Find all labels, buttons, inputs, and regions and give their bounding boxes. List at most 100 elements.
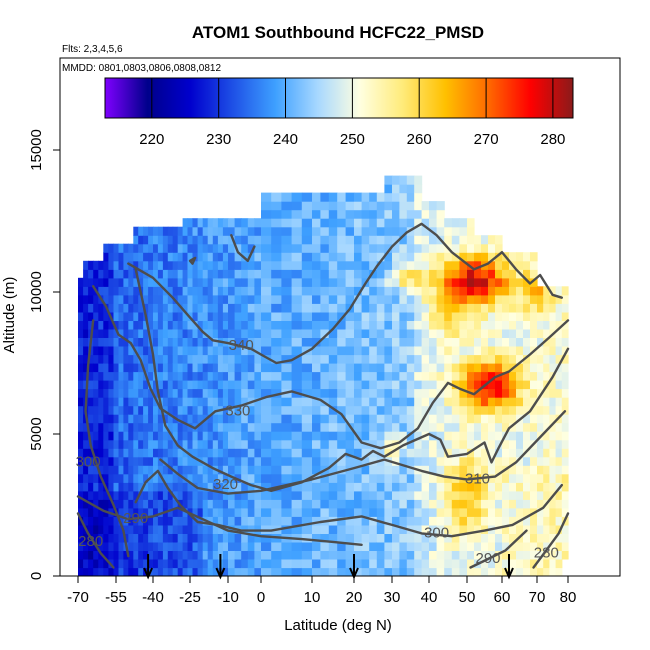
heatmap-cell	[93, 294, 99, 304]
heatmap-cell	[406, 439, 415, 449]
heatmap-cell	[108, 380, 115, 390]
heatmap-cell	[177, 559, 184, 569]
heatmap-cell	[392, 175, 400, 185]
heatmap-cell	[133, 286, 139, 296]
heatmap-cell	[399, 422, 408, 432]
heatmap-cell	[162, 524, 169, 534]
heatmap-cell	[376, 473, 385, 483]
heatmap-cell	[376, 226, 385, 236]
heatmap-cell	[281, 320, 293, 330]
heatmap-cell	[108, 320, 115, 330]
heatmap-cell	[192, 448, 199, 458]
heatmap-cell	[138, 414, 144, 424]
heatmap-cell	[406, 286, 415, 296]
heatmap-cell	[414, 550, 423, 560]
heatmap-cell	[392, 414, 400, 424]
heatmap-cell	[187, 303, 194, 313]
heatmap-cell	[436, 533, 445, 543]
heatmap-cell	[320, 252, 330, 262]
heatmap-cell	[301, 524, 313, 534]
heatmap-cell	[436, 456, 445, 466]
heatmap-cell	[228, 363, 236, 373]
heatmap-cell	[207, 465, 214, 475]
heatmap-cell	[320, 286, 330, 296]
heatmap-cell	[399, 499, 408, 509]
heatmap-cell	[444, 550, 453, 560]
heatmap-cell	[312, 448, 321, 458]
heatmap-cell	[157, 311, 164, 321]
heatmap-cell	[271, 414, 282, 424]
heatmap-cell	[429, 269, 438, 279]
heatmap-cell	[406, 388, 415, 398]
heatmap-cell	[523, 465, 531, 475]
heatmap-cell	[361, 243, 370, 253]
heatmap-cell	[93, 439, 99, 449]
heatmap-cell	[103, 328, 109, 338]
heatmap-cell	[103, 516, 109, 526]
heatmap-cell	[361, 533, 370, 543]
heatmap-cell	[376, 328, 385, 338]
heatmap-cell	[212, 311, 219, 321]
heatmap-cell	[516, 388, 524, 398]
heatmap-cell	[561, 320, 569, 330]
heatmap-cell	[241, 277, 249, 287]
heatmap-cell	[123, 456, 129, 466]
heatmap-cell	[187, 371, 194, 381]
heatmap-cell	[187, 465, 194, 475]
heatmap-cell	[247, 431, 255, 441]
heatmap-cell	[153, 405, 159, 415]
heatmap-cell	[128, 380, 134, 390]
heatmap-cell	[451, 277, 460, 287]
heatmap-cell	[301, 397, 313, 407]
heatmap-cell	[167, 422, 174, 432]
heatmap-cell	[113, 388, 120, 398]
heatmap-cell	[157, 286, 164, 296]
heatmap-cell	[530, 277, 538, 287]
heatmap-cell	[406, 218, 415, 228]
heatmap-cell	[271, 559, 282, 569]
heatmap-cell	[537, 380, 544, 390]
heatmap-cell	[138, 405, 144, 415]
heatmap-cell	[281, 328, 293, 338]
heatmap-cell	[345, 209, 355, 219]
heatmap-cell	[549, 541, 557, 551]
heatmap-cell	[207, 567, 214, 576]
heatmap-cell	[128, 473, 134, 483]
heatmap-cell	[228, 380, 236, 390]
heatmap-cell	[429, 303, 438, 313]
heatmap-cell	[197, 303, 204, 313]
heatmap-cell	[459, 439, 468, 449]
heatmap-cell	[451, 363, 460, 373]
heatmap-cell	[421, 294, 430, 304]
heatmap-cell	[399, 380, 408, 390]
heatmap-cell	[561, 482, 569, 492]
heatmap-cell	[93, 473, 99, 483]
heatmap-cell	[361, 465, 370, 475]
heatmap-cell	[301, 286, 313, 296]
heatmap-cell	[202, 269, 209, 279]
heatmap-cell	[354, 414, 363, 424]
heatmap-cell	[197, 311, 204, 321]
heatmap-cell	[392, 422, 400, 432]
heatmap-cell	[488, 541, 496, 551]
heatmap-cell	[241, 499, 249, 509]
heatmap-cell	[399, 524, 408, 534]
heatmap-cell	[523, 559, 531, 569]
heatmap-cell	[384, 277, 393, 287]
heatmap-cell	[549, 294, 557, 304]
heatmap-cell	[495, 320, 503, 330]
heatmap-cell	[537, 482, 544, 492]
heatmap-cell	[172, 559, 179, 569]
heatmap-cell	[459, 260, 468, 270]
heatmap-cell	[429, 567, 438, 576]
heatmap-cell	[337, 559, 347, 569]
heatmap-cell	[143, 243, 149, 253]
heatmap-cell	[138, 422, 144, 432]
heatmap-cell	[429, 550, 438, 560]
heatmap-cell	[414, 414, 423, 424]
heatmap-cell	[118, 482, 124, 492]
heatmap-cell	[113, 380, 120, 390]
x-tick-label: 80	[560, 589, 577, 606]
heatmap-cell	[467, 465, 475, 475]
heatmap-cell	[376, 550, 385, 560]
